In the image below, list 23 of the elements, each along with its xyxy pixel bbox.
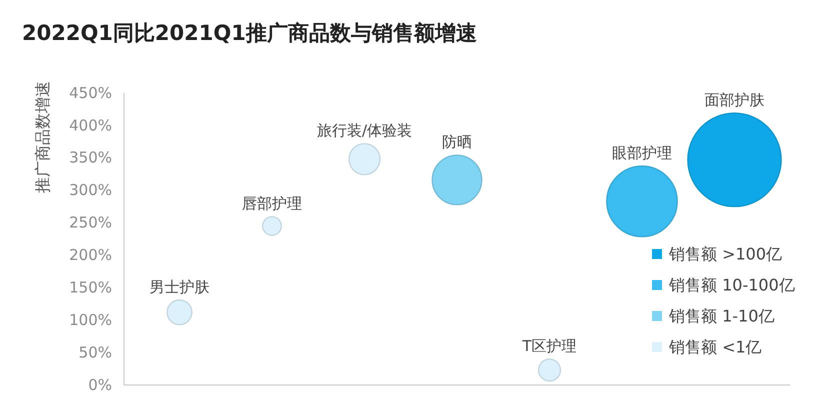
y-tick-label: 0% (88, 376, 112, 394)
legend-label: 销售额 >100亿 (668, 244, 782, 264)
y-tick-label: 150% (69, 278, 112, 296)
chart-title: 2022Q1同比2021Q1推广商品数与销售额增速 (22, 21, 477, 45)
y-axis-title: 推广商品数增速 (33, 81, 52, 193)
y-tick-label: 300% (69, 181, 112, 200)
y-tick-label: 50% (78, 343, 112, 362)
legend-label: 销售额 10-100亿 (668, 276, 795, 295)
data-label: 旅行装/体验装 (316, 122, 412, 140)
data-label: T区护理 (521, 337, 577, 356)
y-tick-label: 100% (69, 310, 112, 329)
data-label: 男士护肤 (150, 278, 210, 296)
y-tick-label: 250% (69, 214, 112, 232)
legend-label: 销售额 1-10亿 (668, 306, 774, 326)
data-label: 面部护肤 (704, 91, 764, 110)
legend-label: 销售额 <1亿 (668, 338, 762, 357)
data-label: 防晒 (442, 133, 472, 152)
data-label: 唇部护理 (242, 194, 302, 213)
y-tick-label: 450% (69, 84, 112, 102)
y-tick-label: 350% (69, 148, 112, 167)
y-tick-label: 400% (69, 116, 112, 134)
y-tick-label: 200% (69, 246, 112, 264)
data-label: 眼部护理 (612, 144, 672, 162)
